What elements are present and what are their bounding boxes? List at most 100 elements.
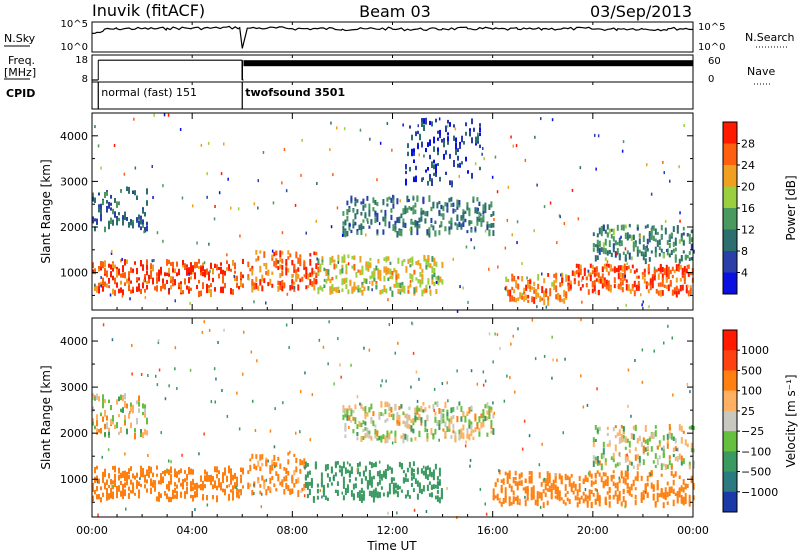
scatter-cell: [416, 195, 419, 202]
scatter-speck: [422, 177, 424, 181]
scatter-cell: [374, 434, 377, 439]
scatter-cell: [441, 261, 444, 269]
scatter-speck: [594, 273, 596, 277]
scatter-cell: [597, 272, 600, 278]
scatter-cell: [172, 282, 174, 287]
scatter-cell: [178, 477, 180, 483]
scatter-cell: [106, 494, 108, 501]
scatter-cell: [112, 491, 114, 495]
scatter-cell: [376, 491, 379, 499]
scatter-cell: [441, 139, 443, 143]
scatter-cell: [321, 256, 324, 262]
scatter-cell: [513, 275, 516, 282]
scatter-cell: [356, 231, 359, 235]
scatter-cell: [96, 414, 98, 421]
scatter-cell: [668, 459, 671, 466]
scatter-cell: [106, 283, 108, 288]
scatter-cell: [220, 287, 222, 293]
scatter-cell: [452, 208, 455, 214]
scatter-speck: [238, 427, 241, 431]
scatter-cell: [689, 271, 692, 276]
scatter-cell: [661, 273, 664, 280]
scatter-speck: [558, 214, 561, 218]
scatter-speck: [387, 511, 389, 515]
scatter-cell: [313, 251, 316, 256]
scatter-cell: [98, 429, 100, 433]
scatter-speck: [189, 368, 192, 372]
scatter-cell: [496, 493, 499, 501]
scatter-cell: [685, 268, 688, 274]
scatter-cell: [614, 435, 617, 439]
scatter-cell: [164, 470, 166, 477]
scatter-cell: [152, 472, 154, 478]
scatter-cell: [606, 426, 609, 430]
scatter-speck: [295, 431, 297, 435]
scatter-cell: [662, 492, 665, 499]
scatter-cell: [295, 273, 298, 281]
scatter-cell: [648, 437, 651, 442]
scatter-speck: [543, 354, 546, 358]
scatter-cell: [537, 274, 540, 281]
scatter-cell: [338, 465, 341, 469]
scatter-cell: [122, 395, 124, 400]
scatter-cell: [674, 471, 677, 477]
scatter-cell: [610, 228, 613, 232]
scatter-cell: [138, 277, 140, 281]
scatter-cell: [190, 269, 192, 275]
scatter-speck: [441, 382, 444, 385]
scatter-cell: [430, 492, 433, 498]
scatter-cell: [424, 471, 427, 477]
scatter-cell: [102, 492, 104, 497]
scatter-cell: [573, 280, 576, 285]
scatter-cell: [630, 256, 633, 261]
scatter-cell: [396, 420, 399, 424]
scatter-cell: [124, 216, 126, 221]
scatter-cell: [646, 445, 649, 450]
scatter-cell: [104, 399, 106, 404]
scatter-speck: [97, 513, 99, 517]
scatter-cell: [409, 273, 412, 279]
scatter-cell: [356, 424, 359, 430]
scatter-cell: [287, 250, 290, 255]
scatter-cell: [601, 273, 604, 279]
scatter-cell: [132, 482, 134, 486]
scatter-cell: [312, 496, 315, 503]
scatter-cell: [420, 417, 423, 423]
scatter-cell: [386, 418, 389, 422]
scatter-cell: [104, 432, 106, 437]
scatter-cell: [116, 282, 118, 288]
scatter-cell: [124, 474, 126, 481]
scatter-cell: [433, 136, 435, 144]
scatter-cell: [378, 413, 381, 420]
scatter-speck: [579, 166, 582, 170]
scatter-cell: [594, 438, 597, 442]
scatter-cell: [134, 475, 136, 480]
scatter-cell: [398, 229, 401, 236]
scatter-cell: [523, 295, 526, 302]
scatter-cell: [106, 488, 108, 494]
scatter-cell: [214, 466, 216, 473]
scatter-cell: [676, 447, 679, 452]
scatter-cell: [138, 494, 140, 499]
scatter-cell: [542, 489, 545, 494]
scatter-cell: [478, 427, 481, 431]
y-tick-label: 1000: [60, 473, 88, 486]
scatter-cell: [354, 201, 357, 207]
scatter-speck: [484, 502, 486, 506]
scatter-cell: [388, 466, 391, 470]
scatter-speck: [536, 183, 538, 187]
scatter-cell: [206, 268, 208, 275]
scatter-cell: [370, 403, 373, 410]
scatter-cell: [620, 472, 623, 479]
scatter-cell: [389, 268, 392, 275]
scatter-cell: [660, 473, 663, 477]
scatter-speck: [153, 113, 155, 117]
scatter-cell: [603, 277, 606, 281]
scatter-speck: [100, 284, 102, 288]
colorbar-tick-label: 24: [741, 159, 755, 172]
scatter-region-5: [405, 117, 481, 188]
scatter-cell: [368, 225, 371, 229]
scatter-cell: [426, 432, 429, 439]
scatter-cell: [289, 253, 292, 258]
